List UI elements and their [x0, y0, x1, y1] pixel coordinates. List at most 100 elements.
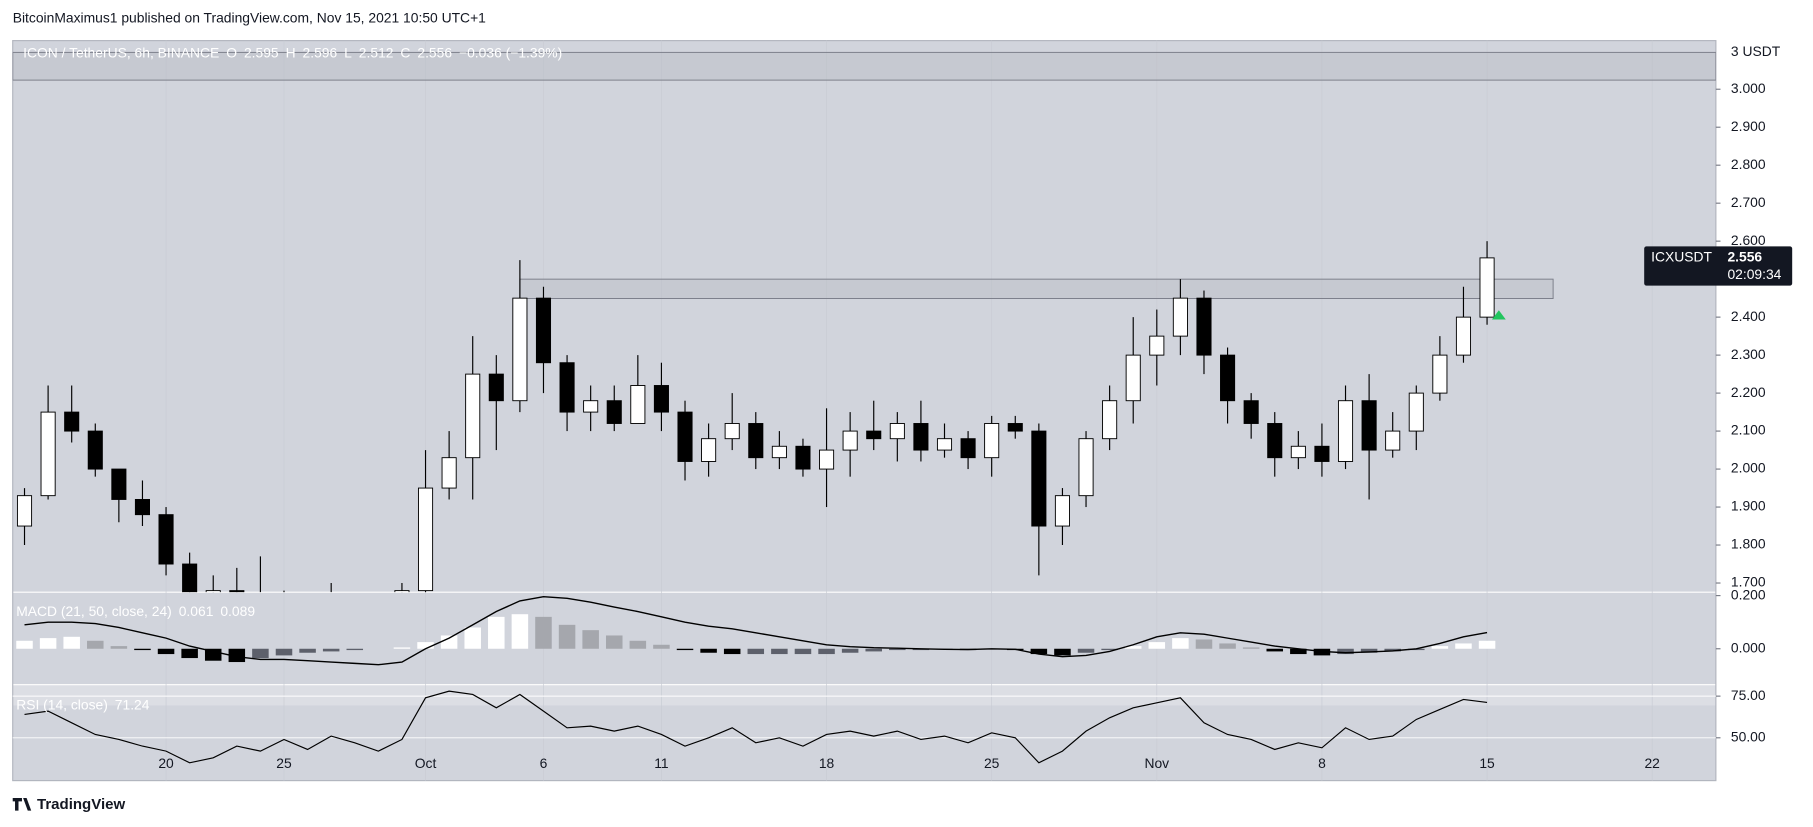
zone	[519, 278, 1554, 299]
legend-title: MACD (21, 50, close, 24)	[16, 602, 172, 618]
candle-body	[984, 423, 1000, 459]
legend-title: ICON / TetherUS, 6h, BINANCE	[23, 44, 219, 60]
histogram-bar	[16, 640, 33, 649]
candle-body	[394, 590, 410, 593]
candle-body	[87, 430, 103, 470]
histogram-bar	[346, 648, 364, 651]
candle-body	[889, 423, 905, 440]
x-tick-label: 25	[984, 755, 1000, 771]
candle-body	[795, 445, 811, 470]
legend-value: 2.596	[303, 44, 338, 60]
histogram-bar	[275, 648, 293, 656]
candle-body	[229, 590, 245, 593]
candle-body	[653, 385, 669, 413]
histogram-bar	[865, 648, 882, 652]
footer: TradingView	[37, 796, 125, 813]
legend-value: 2.512	[359, 44, 394, 60]
histogram-bar	[535, 616, 552, 649]
rsi-band	[12, 684, 1716, 706]
y-tick-label: 2.300	[1731, 346, 1766, 362]
histogram-bar	[157, 648, 175, 655]
x-tick-label: 6	[540, 755, 548, 771]
histogram-bar	[87, 640, 104, 649]
histogram-bar	[889, 648, 906, 651]
histogram-bar	[181, 648, 198, 659]
candle-body	[1196, 297, 1212, 356]
candle-body	[1408, 392, 1424, 432]
pane-group	[12, 51, 1716, 593]
candle-body	[748, 423, 764, 459]
x-tick-label: 20	[158, 755, 174, 771]
candle-body	[1149, 335, 1165, 356]
histogram-bar	[1290, 648, 1307, 655]
histogram-bar	[629, 640, 647, 649]
legend-key: L	[344, 44, 352, 60]
candle-body	[1337, 400, 1354, 462]
histogram-bar	[488, 616, 505, 649]
histogram-bar	[393, 647, 411, 649]
histogram-bar	[1030, 648, 1048, 655]
y-tick-label: 1.900	[1731, 498, 1766, 514]
candle-body	[512, 297, 528, 402]
histogram-bar	[1266, 648, 1284, 652]
histogram-bar	[605, 635, 623, 649]
histogram-bar	[1101, 648, 1118, 651]
candle-body	[1078, 438, 1094, 497]
footer-logo	[12, 797, 32, 811]
histogram-bar	[794, 648, 812, 655]
legend-value: 71.24	[115, 696, 150, 712]
legend-key: O	[226, 44, 237, 60]
candle-body	[1007, 423, 1023, 432]
pane-group	[16, 595, 1496, 666]
candle-body	[1125, 354, 1141, 402]
candle-body	[630, 385, 646, 424]
candle-body	[535, 297, 552, 364]
rsi-line	[24, 690, 1488, 764]
candle-body	[40, 411, 56, 497]
x-tick-label: 8	[1318, 755, 1326, 771]
candle-body	[1267, 423, 1283, 459]
legend: ICON / TetherUS, 6h, BINANCE O 2.595 H 2.596…	[23, 44, 562, 60]
x-tick-label: 22	[1644, 755, 1660, 771]
histogram-bar	[723, 648, 741, 655]
histogram-bar	[841, 648, 859, 653]
histogram-bar	[747, 648, 765, 655]
candle-body	[1102, 400, 1118, 440]
pane-group	[24, 690, 1488, 764]
candle-body	[913, 423, 929, 451]
histogram-bar	[700, 648, 717, 653]
histogram-bar	[511, 614, 529, 649]
candle-body	[559, 362, 575, 413]
candle-body	[158, 514, 174, 565]
candle-body	[1432, 354, 1448, 394]
y-tick-label: 2.200	[1731, 384, 1766, 400]
candle-body	[1172, 297, 1188, 337]
candle-body	[677, 411, 693, 462]
y-tick-label: 1.800	[1731, 536, 1766, 552]
histogram-bar	[134, 648, 151, 651]
histogram-bar	[1148, 642, 1166, 649]
candle-body	[488, 373, 504, 402]
histogram-bar	[582, 630, 599, 649]
histogram-bar	[110, 646, 128, 649]
y-tick-label: 3.000	[1731, 80, 1766, 96]
histogram-bar	[1360, 648, 1378, 653]
histogram-bar	[1195, 639, 1213, 649]
last-symbol: ICXUSDT	[1651, 249, 1712, 265]
y-tick-label: 2.100	[1731, 422, 1766, 438]
candle-body	[111, 468, 127, 500]
y-tick-label: 1.700	[1731, 574, 1766, 590]
y-tick-label: 0.000	[1731, 639, 1766, 655]
histogram-bar	[818, 648, 835, 655]
zone	[12, 51, 1716, 81]
candle-body	[606, 400, 622, 424]
y-tick-label: 2.400	[1731, 308, 1766, 324]
histogram-bar	[1337, 648, 1354, 655]
y-tick-label: 2.000	[1731, 460, 1766, 476]
candle-body	[866, 430, 882, 440]
candle-body	[1290, 445, 1306, 459]
histogram-bar	[204, 648, 222, 661]
legend-value: 0.061	[179, 602, 214, 618]
histogram-bar	[1478, 640, 1496, 649]
